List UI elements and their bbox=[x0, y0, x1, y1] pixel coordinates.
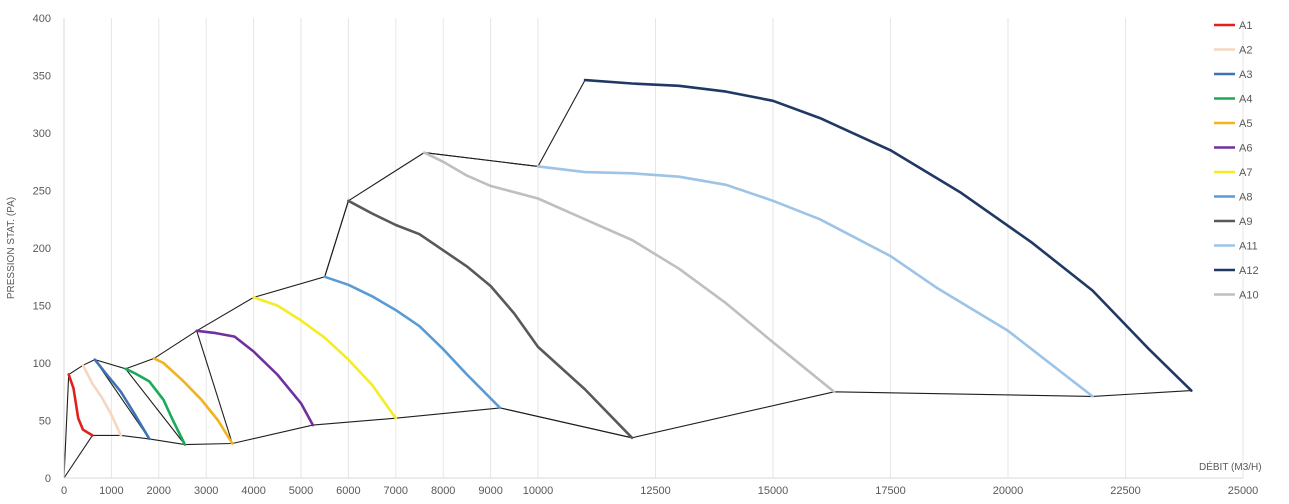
series-line-a6 bbox=[195, 329, 315, 427]
x-tick-label-1000: 1000 bbox=[99, 485, 123, 497]
legend-label-a4: A4 bbox=[1239, 94, 1252, 106]
x-tick-label-25000: 25000 bbox=[1228, 485, 1259, 497]
x-tick-label-12500: 12500 bbox=[640, 485, 671, 497]
y-tick-label-250: 250 bbox=[33, 186, 51, 198]
x-tick-label-4000: 4000 bbox=[241, 485, 265, 497]
y-tick-label-400: 400 bbox=[33, 13, 51, 25]
gridlines bbox=[110, 18, 1244, 478]
series-lines bbox=[67, 78, 1193, 446]
y-tick-label-50: 50 bbox=[39, 416, 51, 428]
x-tick-label-6000: 6000 bbox=[336, 485, 360, 497]
legend: A1 A2 A3 A4 A5 A6 A7 A8 A9 A11 A12 A10 bbox=[1214, 20, 1259, 302]
legend-label-a10: A10 bbox=[1239, 290, 1259, 302]
boundary-line-8 bbox=[424, 152, 539, 167]
series-line-a4 bbox=[124, 367, 187, 446]
boundary-line-5 bbox=[196, 330, 233, 444]
y-axis-title: PRESSION STAT. (PA) bbox=[6, 197, 17, 299]
x-tick-label-22500: 22500 bbox=[1110, 485, 1141, 497]
x-tick-label-20000: 20000 bbox=[993, 485, 1024, 497]
x-axis-title: DÉBIT (M3/H) bbox=[1199, 460, 1262, 473]
series-line-a3 bbox=[93, 358, 151, 441]
legend-label-a11: A11 bbox=[1239, 241, 1258, 253]
x-tick-label-2000: 2000 bbox=[147, 485, 171, 497]
legend-label-a9: A9 bbox=[1239, 216, 1252, 228]
x-tick-label-8000: 8000 bbox=[431, 485, 455, 497]
series-line-a12 bbox=[583, 78, 1193, 392]
series-line-a10 bbox=[422, 151, 836, 394]
legend-label-a3: A3 bbox=[1239, 69, 1252, 81]
legend-label-a12: A12 bbox=[1239, 265, 1259, 277]
x-tick-label-5000: 5000 bbox=[289, 485, 313, 497]
series-line-a8 bbox=[323, 275, 502, 410]
boundary-line-1 bbox=[63, 79, 586, 479]
legend-label-a7: A7 bbox=[1239, 167, 1252, 179]
boundary-line-6 bbox=[324, 200, 349, 277]
boundary-line-4 bbox=[125, 368, 186, 445]
boundary-line-7 bbox=[499, 407, 633, 439]
series-line-a7 bbox=[252, 296, 398, 420]
legend-label-a8: A8 bbox=[1239, 192, 1252, 204]
y-tick-label-150: 150 bbox=[33, 301, 51, 313]
operating-boundaries bbox=[63, 79, 1192, 479]
x-tick-label-3000: 3000 bbox=[194, 485, 218, 497]
legend-label-a5: A5 bbox=[1239, 118, 1252, 130]
y-tick-label-200: 200 bbox=[33, 243, 51, 255]
x-tick-label-0: 0 bbox=[61, 485, 67, 497]
x-tick-label-15000: 15000 bbox=[758, 485, 789, 497]
x-tick-label-7000: 7000 bbox=[384, 485, 408, 497]
legend-label-a2: A2 bbox=[1239, 45, 1252, 57]
y-tick-label-350: 350 bbox=[33, 71, 51, 83]
legend-label-a6: A6 bbox=[1239, 143, 1252, 155]
x-tick-label-9000: 9000 bbox=[478, 485, 502, 497]
x-tick-label-17500: 17500 bbox=[875, 485, 906, 497]
y-tick-label-100: 100 bbox=[33, 358, 51, 370]
legend-label-a1: A1 bbox=[1239, 20, 1252, 32]
y-tick-label-300: 300 bbox=[33, 128, 51, 140]
series-line-a2 bbox=[81, 363, 123, 437]
series-line-a1 bbox=[67, 373, 94, 437]
x-tick-label-10000: 10000 bbox=[523, 485, 554, 497]
y-tick-label-0: 0 bbox=[45, 473, 51, 485]
series-line-a9 bbox=[347, 199, 634, 440]
series-line-a5 bbox=[152, 357, 234, 445]
series-line-a11 bbox=[536, 165, 1094, 398]
